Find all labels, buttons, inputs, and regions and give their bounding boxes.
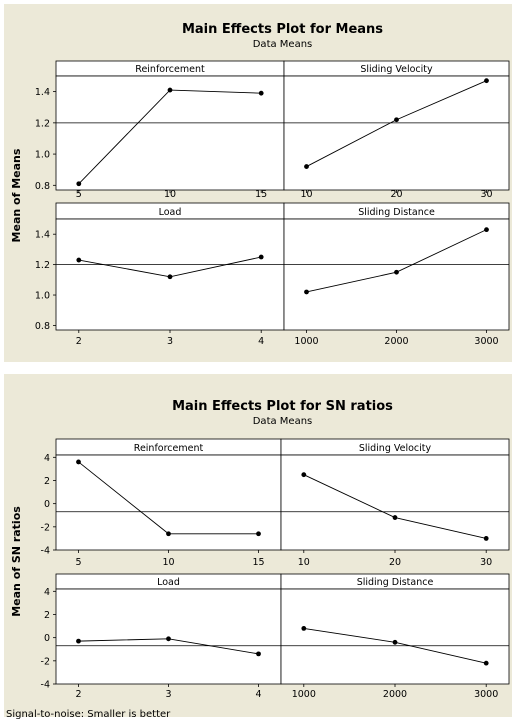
data-point [301, 625, 307, 631]
data-point [484, 227, 489, 233]
data-point [484, 78, 489, 84]
y-axis-label: Mean of SN ratios [10, 506, 23, 617]
chart-subtitle: Data Means [253, 416, 313, 427]
y-tick-label: 4 [44, 453, 50, 464]
chart-subtitle: Data Means [253, 39, 313, 50]
y-tick-label: 1.4 [35, 230, 50, 241]
panel-strip-label: Reinforcement [135, 64, 205, 75]
data-point [167, 87, 173, 93]
y-tick-label: 1.0 [35, 150, 50, 161]
x-tick-label: 30 [480, 557, 492, 568]
data-point [392, 515, 398, 520]
x-tick-label: 10 [300, 189, 312, 200]
data-point [76, 181, 82, 187]
panel-strip-label: Load [157, 577, 180, 588]
panel-sliding-velocity: Sliding Velocity 10 20 30 [280, 438, 510, 568]
data-point [394, 117, 399, 123]
x-tick-label: 4 [255, 689, 261, 700]
x-tick-label: 3000 [474, 689, 498, 700]
x-tick-label: 3 [165, 689, 171, 700]
data-point [301, 472, 307, 478]
panel-reinforcement: Reinforcement 5 10 15 -4 -2 0 2 4 [41, 438, 282, 568]
panel-plot-area [280, 588, 510, 685]
panel-load: Load 2 3 4 0.8 1.0 1.2 1.4 [35, 202, 285, 347]
data-point [392, 639, 398, 645]
data-point [258, 254, 264, 260]
y-tick-label: 2 [44, 476, 50, 487]
chart-title: Main Effects Plot for Means [182, 22, 383, 37]
y-tick-label: 0.8 [35, 321, 50, 332]
y-tick-label: 1.2 [35, 260, 50, 271]
x-tick-label: 10 [162, 557, 174, 568]
x-tick-label: 2000 [383, 689, 407, 700]
data-point [256, 531, 261, 537]
data-point [76, 638, 81, 644]
data-point [76, 459, 81, 465]
data-point [483, 660, 489, 666]
y-tick-label: 1.2 [35, 118, 50, 129]
y-tick-label: -2 [41, 522, 50, 533]
data-point [166, 531, 171, 537]
y-tick-label: 4 [44, 587, 50, 598]
panel-strip-label: Sliding Velocity [359, 443, 432, 454]
x-tick-label: 4 [258, 336, 264, 347]
panel-plot-area [55, 75, 285, 191]
data-point [256, 651, 261, 657]
y-tick-label: 1.0 [35, 291, 50, 302]
y-tick-label: -2 [41, 656, 50, 667]
x-tick-label: 15 [252, 557, 264, 568]
chart-2: Main Effects Plot for SN ratios Data Mean… [4, 374, 512, 720]
panel-strip-label: Sliding Distance [358, 207, 435, 218]
x-tick-label: 1000 [294, 336, 318, 347]
data-point [258, 90, 264, 96]
data-point [304, 164, 309, 169]
chart-title: Main Effects Plot for SN ratios [172, 399, 393, 414]
y-axis-label: Mean of Means [10, 148, 23, 242]
panel-reinforcement: Reinforcement 5 10 15 0.8 1.0 1.2 1.4 [35, 60, 285, 200]
x-tick-label: 20 [390, 189, 402, 200]
x-tick-label: 10 [298, 557, 310, 568]
panel-strip-label: Load [159, 207, 182, 218]
data-point [167, 274, 173, 280]
y-tick-label: 2 [44, 610, 50, 621]
x-tick-label: 2 [75, 689, 81, 700]
x-tick-label: 3000 [474, 336, 498, 347]
x-tick-label: 2 [76, 336, 82, 347]
x-tick-label: 2000 [384, 336, 408, 347]
data-point [76, 257, 82, 263]
panel-sliding-velocity: Sliding Velocity 10 20 30 [283, 60, 510, 200]
x-tick-label: 20 [389, 557, 401, 568]
panel-strip-label: Sliding Velocity [360, 64, 433, 75]
x-tick-label: 30 [480, 189, 492, 200]
y-tick-label: 0.8 [35, 181, 50, 192]
x-tick-label: 5 [75, 557, 81, 568]
panel-strip-label: Reinforcement [134, 443, 204, 454]
data-point [483, 536, 489, 541]
panel-strip-label: Sliding Distance [357, 577, 434, 588]
data-point [394, 269, 399, 275]
x-tick-label: 3 [167, 336, 173, 347]
x-tick-label: 15 [255, 189, 267, 200]
y-tick-label: -4 [41, 546, 50, 557]
y-tick-label: -4 [41, 680, 50, 691]
data-point [166, 636, 171, 642]
figures-layer: Main Effects Plot for Means Data Means Mea… [4, 4, 512, 720]
panel-plot-area [283, 75, 510, 191]
chart-1: Main Effects Plot for Means Data Means Mea… [4, 4, 512, 362]
y-tick-label: 1.4 [35, 87, 50, 98]
panel-sliding-distance: Sliding Distance 1000 2000 3000 [280, 573, 510, 700]
data-point [304, 289, 309, 295]
footnote: Signal-to-noise: Smaller is better [6, 709, 171, 720]
panel-load: Load 2 3 4 -4 -2 0 2 4 [41, 573, 282, 700]
panel-sliding-distance: Sliding Distance 1000 2000 3000 [283, 202, 510, 347]
y-tick-label: 0 [44, 499, 50, 510]
x-tick-label: 5 [76, 189, 82, 200]
x-tick-label: 10 [164, 189, 176, 200]
y-tick-label: 0 [44, 633, 50, 644]
x-tick-label: 1000 [292, 689, 316, 700]
